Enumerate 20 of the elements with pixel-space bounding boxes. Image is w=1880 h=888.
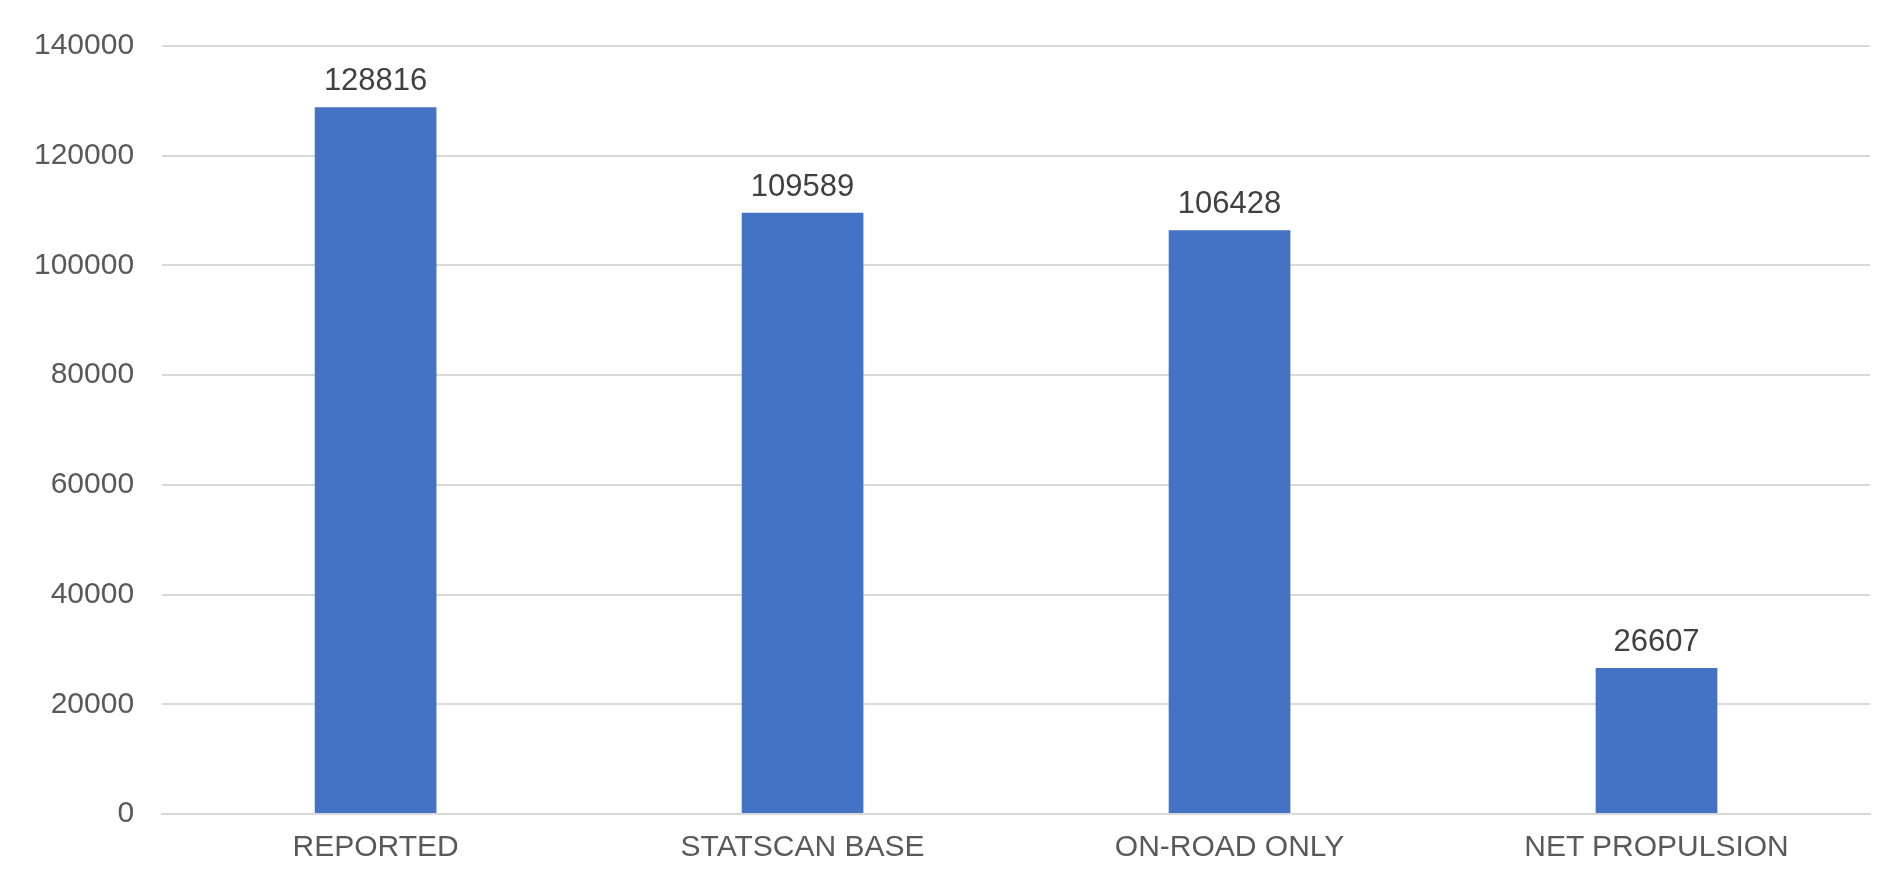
bar [1168, 230, 1291, 813]
x-tick-label: NET PROPULSION [1524, 829, 1789, 863]
data-label: 26607 [1613, 623, 1700, 659]
y-tick-label: 20000 [50, 685, 135, 719]
y-tick-label: 80000 [50, 356, 135, 390]
x-tick-label: ON-ROAD ONLY [1114, 829, 1345, 863]
y-tick-label: 60000 [50, 466, 135, 500]
y-tick-label: 100000 [34, 246, 135, 280]
data-label: 106428 [1177, 185, 1282, 221]
y-tick-label: 40000 [50, 575, 135, 609]
y-tick-label: 0 [117, 795, 135, 829]
x-tick-label: REPORTED [292, 829, 459, 863]
bar [1595, 668, 1718, 813]
bar [741, 212, 864, 813]
data-label: 109589 [750, 167, 855, 203]
data-label: 128816 [323, 62, 428, 98]
y-tick-label: 120000 [34, 136, 135, 170]
bar [314, 107, 437, 813]
x-tick-label: STATSCAN BASE [680, 829, 925, 863]
y-tick-label: 140000 [34, 27, 135, 61]
